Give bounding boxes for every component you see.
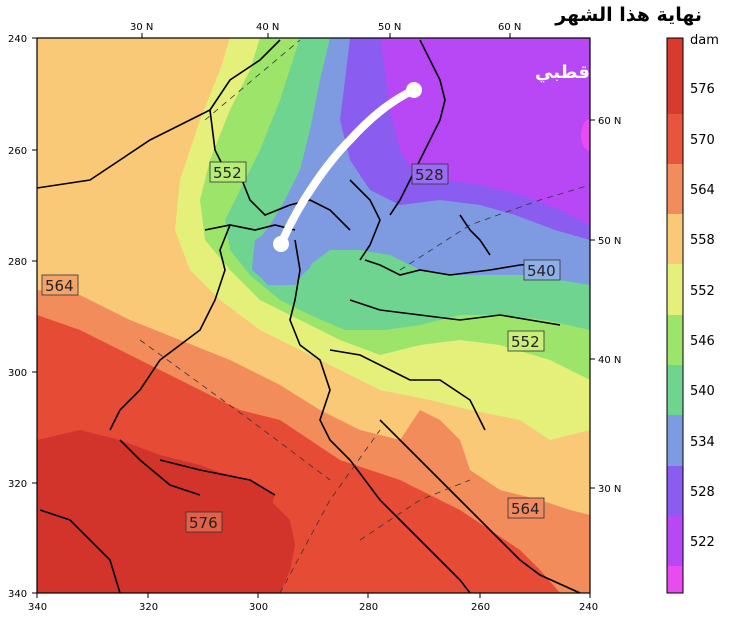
band-trough-core bbox=[252, 228, 318, 285]
y-tick-right: 30 N bbox=[598, 484, 621, 495]
x-tick-bottom: 260 bbox=[471, 602, 490, 613]
band-very-hot-2 bbox=[160, 460, 275, 510]
contour-label: 552 bbox=[507, 330, 545, 352]
colorbar-swatch bbox=[667, 114, 683, 164]
colorbar-label: 540 bbox=[690, 384, 715, 399]
colorbar-units: dam bbox=[690, 33, 719, 48]
y-tick-right: 50 N bbox=[598, 236, 621, 247]
colorbar-label: 558 bbox=[690, 233, 715, 248]
svg-text:576: 576 bbox=[189, 514, 218, 532]
contour-label: 564 bbox=[41, 274, 79, 296]
contour-label: 564 bbox=[507, 497, 545, 519]
x-tick-bottom: 340 bbox=[28, 602, 47, 613]
colorbar-swatch bbox=[667, 415, 683, 466]
x-tick-top: 40 N bbox=[256, 22, 279, 33]
x-tick-top: 50 N bbox=[378, 22, 401, 33]
colorbar-label: 534 bbox=[690, 435, 715, 450]
colorbar-swatch bbox=[667, 63, 683, 114]
svg-text:564: 564 bbox=[511, 500, 540, 518]
contour-label: 528 bbox=[411, 163, 449, 185]
band-magenta bbox=[581, 119, 590, 151]
map-frame bbox=[36, 37, 591, 594]
trough-label: أخدود قطبي bbox=[535, 60, 646, 83]
x-tick-top: 30 N bbox=[130, 22, 153, 33]
colorbar-label: 528 bbox=[690, 485, 715, 500]
y-tick-left: 340 bbox=[8, 589, 27, 600]
y-tick-right: 40 N bbox=[598, 355, 621, 366]
svg-text:540: 540 bbox=[527, 262, 556, 280]
x-tick-bottom: 300 bbox=[249, 602, 268, 613]
map-title: نهاية هذا الشهر bbox=[555, 4, 702, 26]
colorbar-swatch bbox=[667, 264, 683, 315]
colorbar: dam 576 570 564 558 552 546 540 534 528 … bbox=[666, 33, 719, 594]
colorbar-label: 522 bbox=[690, 535, 715, 550]
colorbar-swatch bbox=[667, 516, 683, 566]
colorbar-swatch bbox=[667, 365, 683, 415]
colorbar-swatch bbox=[667, 214, 683, 264]
contour-label: 576 bbox=[185, 511, 223, 533]
coastlines bbox=[37, 39, 581, 593]
x-tick-bottom: 240 bbox=[579, 602, 598, 613]
y-tick-left: 300 bbox=[8, 368, 27, 379]
y-tick-right: 60 N bbox=[598, 116, 621, 127]
svg-text:552: 552 bbox=[511, 333, 540, 351]
y-tick-left: 320 bbox=[8, 479, 27, 490]
colorbar-label: 546 bbox=[690, 334, 715, 349]
colorbar-swatch bbox=[667, 38, 683, 63]
x-tick-bottom: 280 bbox=[359, 602, 378, 613]
svg-text:564: 564 bbox=[45, 277, 74, 295]
contour-label: 540 bbox=[523, 259, 561, 281]
colorbar-swatch bbox=[667, 466, 683, 516]
svg-text:528: 528 bbox=[415, 166, 444, 184]
trough-axis-line bbox=[277, 86, 418, 248]
svg-text:552: 552 bbox=[213, 164, 242, 182]
x-tick-bottom: 320 bbox=[139, 602, 158, 613]
colorbar-swatch bbox=[667, 566, 683, 593]
trough-end-marker bbox=[273, 236, 289, 252]
x-tick-top: 60 N bbox=[498, 22, 521, 33]
colorbar-swatch bbox=[667, 164, 683, 214]
trough-start-marker bbox=[406, 82, 422, 98]
colorbar-swatch bbox=[667, 315, 683, 365]
y-tick-left: 280 bbox=[8, 257, 27, 268]
colorbar-label: 564 bbox=[690, 183, 715, 198]
colorbar-label: 552 bbox=[690, 284, 715, 299]
colorbar-label: 576 bbox=[690, 82, 715, 97]
band-purple bbox=[380, 38, 590, 225]
colorbar-label: 570 bbox=[690, 133, 715, 148]
y-tick-left: 240 bbox=[8, 34, 27, 45]
height-bands bbox=[37, 38, 590, 593]
contour-label: 552 bbox=[209, 161, 247, 183]
graticule bbox=[139, 39, 590, 593]
y-tick-left: 260 bbox=[8, 146, 27, 157]
axis-ticks bbox=[32, 33, 595, 598]
